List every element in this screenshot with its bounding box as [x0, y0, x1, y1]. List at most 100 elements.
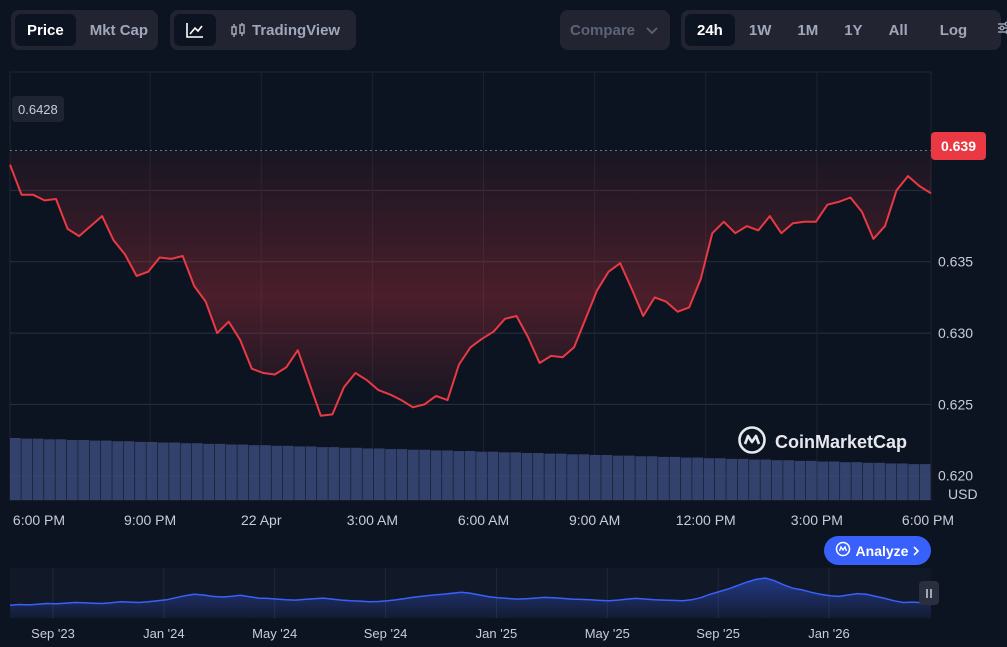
volume-bar: [282, 445, 294, 500]
chevron-down-icon: [646, 22, 658, 39]
volume-bar: [510, 452, 522, 500]
volume-bar: [100, 440, 112, 500]
volume-bar: [180, 443, 192, 500]
volume-bar: [32, 438, 44, 500]
range-1m[interactable]: 1M: [797, 21, 819, 39]
volume-bar: [862, 462, 874, 500]
volume-bar: [851, 462, 863, 500]
mini-x-tick-label: May '25: [585, 626, 630, 641]
range-24h[interactable]: 24h: [685, 14, 735, 46]
pause-icon-bar: [926, 588, 928, 598]
volume-bar: [10, 438, 21, 500]
volume-bar: [294, 446, 306, 500]
tab-price[interactable]: Price: [15, 14, 76, 46]
volume-bar: [669, 456, 681, 500]
volume-bar: [362, 448, 374, 500]
x-tick-label: 3:00 PM: [791, 512, 843, 528]
analyze-label: Analyze: [855, 542, 909, 559]
compare-label: Compare: [570, 21, 636, 39]
analyze-button[interactable]: Analyze: [824, 536, 931, 565]
volume-bar: [567, 454, 578, 500]
y-tick-label: 0.635: [938, 254, 973, 270]
volume-bar: [635, 456, 647, 500]
range-slider-handle[interactable]: [919, 581, 939, 605]
volume-bar: [885, 463, 897, 500]
coinmarketcap-watermark: CoinMarketCap: [737, 425, 907, 460]
volume-bar: [271, 445, 283, 500]
x-tick-label: 6:00 PM: [902, 512, 954, 528]
tab-mkt-cap[interactable]: Mkt Cap: [89, 21, 149, 39]
volume-bar: [680, 457, 692, 500]
x-tick-label: 6:00 PM: [13, 512, 65, 528]
range-all[interactable]: All: [888, 21, 908, 39]
volume-bar: [896, 463, 908, 500]
y-axis-unit: USD: [948, 486, 978, 502]
volume-bar: [44, 439, 55, 500]
volume-bar: [498, 452, 510, 500]
time-range-selector: 24h 1W 1M 1Y All Log: [681, 10, 1007, 50]
mini-x-tick-label: Sep '23: [31, 626, 75, 641]
volume-bars: [10, 438, 931, 500]
mini-chart-area: [10, 578, 931, 618]
open-price-badge: 0.6428: [12, 96, 64, 122]
volume-bar: [260, 445, 271, 500]
volume-bar: [783, 460, 794, 500]
log-scale-button[interactable]: Log: [939, 21, 968, 39]
volume-bar: [407, 449, 419, 500]
tradingview-label: TradingView: [252, 21, 341, 39]
volume-bar: [191, 443, 203, 500]
volume-bar: [396, 449, 408, 500]
settings-button[interactable]: [987, 14, 1007, 46]
volume-bar: [442, 450, 453, 500]
x-tick-label: 3:00 AM: [347, 512, 398, 528]
volume-bar: [589, 454, 601, 500]
volume-bar: [464, 451, 476, 500]
ai-analyze-icon: [835, 541, 851, 560]
x-tick-label: 22 Apr: [241, 512, 282, 528]
volume-bar: [692, 457, 703, 500]
volume-bar: [714, 458, 726, 500]
x-tick-label: 9:00 PM: [124, 512, 176, 528]
volume-bar: [533, 453, 544, 500]
chart-type-toggle: Price Mkt Cap: [11, 10, 158, 50]
mini-x-tick-label: May '24: [252, 626, 297, 641]
watermark-text: CoinMarketCap: [775, 432, 908, 452]
range-1y[interactable]: 1Y: [844, 21, 863, 39]
y-tick-label: 0.625: [938, 396, 973, 412]
x-tick-label: 6:00 AM: [458, 512, 509, 528]
volume-bar: [476, 451, 487, 500]
volume-bar: [317, 447, 328, 500]
y-tick-label: 0.620: [938, 468, 973, 484]
chevron-right-icon: [913, 543, 920, 559]
volume-bar: [430, 450, 442, 500]
volume-bar: [646, 456, 658, 500]
volume-bar: [21, 438, 33, 500]
volume-bar: [55, 439, 67, 500]
pause-icon-bar: [930, 588, 932, 598]
x-axis: 6:00 PM 9:00 PM 22 Apr 3:00 AM 6:00 AM 9:00 A…: [13, 512, 954, 528]
volume-bar: [135, 441, 146, 500]
volume-bar: [305, 446, 317, 500]
range-1w[interactable]: 1W: [748, 21, 772, 39]
compare-dropdown[interactable]: Compare: [560, 10, 670, 50]
volume-bar: [123, 441, 135, 500]
volume-bar: [66, 439, 78, 500]
volume-bar: [157, 442, 169, 500]
volume-bar: [351, 447, 362, 500]
x-tick-label: 12:00 PM: [676, 512, 736, 528]
line-chart-button[interactable]: [174, 14, 216, 46]
volume-bar: [828, 461, 840, 500]
y-axis: 0.635 0.630 0.625 0.620: [938, 254, 973, 484]
volume-bar: [226, 444, 237, 500]
volume-bar: [555, 453, 567, 500]
volume-bar: [726, 458, 738, 500]
last-price-badge: 0.639: [931, 132, 986, 160]
volume-bar: [805, 460, 817, 500]
price-line: [9, 164, 932, 417]
tradingview-button[interactable]: TradingView: [218, 14, 352, 46]
volume-bar: [203, 443, 215, 500]
volume-bar: [521, 453, 533, 500]
volume-bar: [89, 440, 101, 500]
line-chart-icon: [186, 22, 204, 38]
